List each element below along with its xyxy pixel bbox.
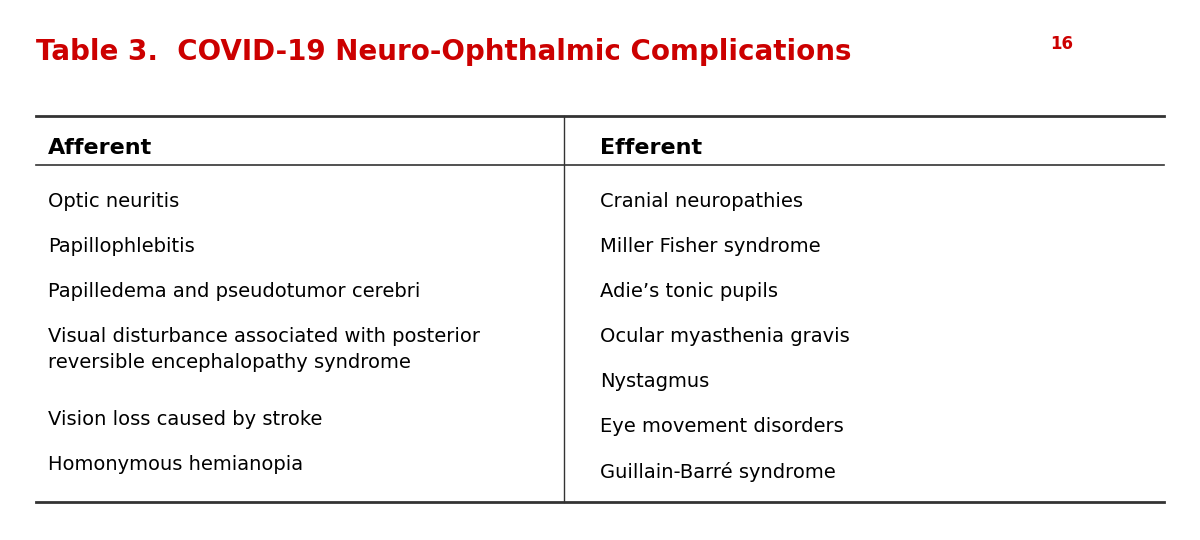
Text: Miller Fisher syndrome: Miller Fisher syndrome (600, 237, 821, 256)
Text: Visual disturbance associated with posterior
reversible encephalopathy syndrome: Visual disturbance associated with poste… (48, 327, 480, 372)
Text: Efferent: Efferent (600, 138, 702, 158)
Text: Guillain-Barré syndrome: Guillain-Barré syndrome (600, 462, 835, 482)
Text: 16: 16 (1050, 35, 1073, 53)
Text: Nystagmus: Nystagmus (600, 372, 709, 391)
Text: Ocular myasthenia gravis: Ocular myasthenia gravis (600, 327, 850, 346)
Text: Papillophlebitis: Papillophlebitis (48, 237, 194, 256)
Text: Eye movement disorders: Eye movement disorders (600, 417, 844, 436)
Text: Table 3.  COVID-19 Neuro-Ophthalmic Complications: Table 3. COVID-19 Neuro-Ophthalmic Compl… (36, 38, 852, 66)
Text: Optic neuritis: Optic neuritis (48, 192, 179, 211)
Text: Afferent: Afferent (48, 138, 152, 158)
Text: Cranial neuropathies: Cranial neuropathies (600, 192, 803, 211)
Text: Papilledema and pseudotumor cerebri: Papilledema and pseudotumor cerebri (48, 282, 420, 301)
Text: Adie’s tonic pupils: Adie’s tonic pupils (600, 282, 778, 301)
Text: Homonymous hemianopia: Homonymous hemianopia (48, 455, 304, 474)
Text: Vision loss caused by stroke: Vision loss caused by stroke (48, 410, 323, 429)
